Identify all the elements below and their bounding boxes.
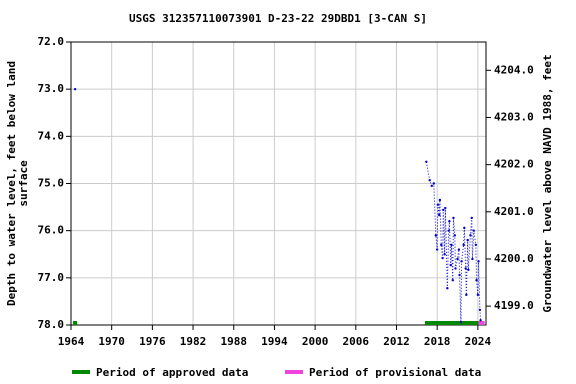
data-point: [438, 198, 442, 202]
x-tick-label: 2000: [302, 335, 329, 348]
y-tick-label: 73.0: [38, 82, 65, 95]
y-axis-label: surface: [17, 160, 30, 207]
y2-tick-label: 4203.0: [494, 110, 534, 123]
y-axis-label: Depth to water level, feet below land: [5, 61, 18, 306]
data-point: [471, 257, 474, 261]
period-bar: [73, 321, 78, 325]
data-point: [443, 253, 446, 256]
data-point: [457, 248, 461, 251]
x-tick-label: 2012: [383, 335, 410, 348]
data-point: [452, 216, 455, 220]
data-point: [444, 206, 447, 210]
x-tick-label: 2006: [343, 335, 370, 348]
x-tick-label: 1970: [98, 335, 125, 348]
data-point: [440, 243, 443, 247]
data-point: [463, 226, 466, 230]
x-tick-label: 1994: [261, 335, 288, 348]
data-point: [447, 229, 450, 232]
y-tick-label: 76.0: [38, 224, 65, 237]
data-point: [428, 178, 431, 182]
legend-label: Period of provisional data: [309, 366, 481, 379]
x-tick-label: 1964: [58, 335, 85, 348]
data-point: [430, 184, 433, 188]
data-point: [442, 208, 445, 212]
y2-axis-label: Groundwater level above NAVD 1988, feet: [541, 54, 554, 312]
data-point: [475, 278, 478, 282]
data-point: [434, 234, 438, 237]
data-point: [469, 234, 472, 237]
data-point: [478, 308, 482, 312]
chart-title: USGS 312357110073901 D-23-22 29DBD1 [3-C…: [129, 12, 427, 25]
data-point: [448, 220, 451, 223]
data-point: [425, 160, 428, 164]
y2-tick-label: 4200.0: [494, 252, 534, 265]
plot-frame: [70, 41, 487, 326]
x-tick-label: 1976: [139, 335, 166, 348]
data-point: [438, 213, 441, 217]
data-point: [476, 293, 480, 297]
data-point: [456, 257, 459, 261]
x-tick-label: 2018: [424, 335, 451, 348]
y-tick-label: 74.0: [38, 129, 65, 142]
data-point: [458, 273, 461, 277]
data-point: [454, 267, 457, 270]
x-tick-label: 1988: [220, 335, 247, 348]
y2-tick-label: 4204.0: [494, 63, 534, 76]
x-tick-label: 2024: [465, 335, 492, 348]
data-point: [450, 243, 453, 247]
data-point: [474, 243, 478, 247]
data-point: [451, 278, 454, 282]
y-tick-label: 75.0: [38, 177, 65, 190]
period-bar: [424, 321, 479, 325]
y2-tick-label: 4202.0: [494, 158, 534, 171]
data-point: [436, 203, 440, 206]
data-point: [441, 256, 444, 260]
data-point: [472, 229, 475, 232]
y-tick-label: 78.0: [38, 318, 65, 331]
data-point: [477, 260, 480, 263]
data-point: [453, 234, 457, 237]
data-point: [479, 319, 482, 322]
period-bar: [478, 321, 485, 325]
y2-tick-label: 4201.0: [494, 205, 534, 218]
data-line: [425, 161, 482, 323]
y2-tick-label: 4199.0: [494, 299, 534, 312]
data-point: [466, 238, 469, 242]
legend-label: Period of approved data: [96, 366, 248, 379]
data-point: [435, 248, 439, 251]
data-point: [446, 287, 449, 290]
data-point: [470, 216, 473, 220]
x-tick-label: 1982: [180, 335, 207, 348]
data-point: [467, 268, 470, 272]
data-point: [465, 293, 468, 297]
data-point: [459, 320, 463, 324]
y-tick-label: 72.0: [38, 35, 65, 48]
y-tick-label: 77.0: [38, 271, 65, 284]
data-point: [464, 267, 467, 270]
data-point: [432, 182, 435, 185]
data-point: [449, 263, 452, 267]
data-point: [460, 260, 463, 263]
data-point: [73, 87, 77, 91]
data-point: [462, 243, 465, 247]
